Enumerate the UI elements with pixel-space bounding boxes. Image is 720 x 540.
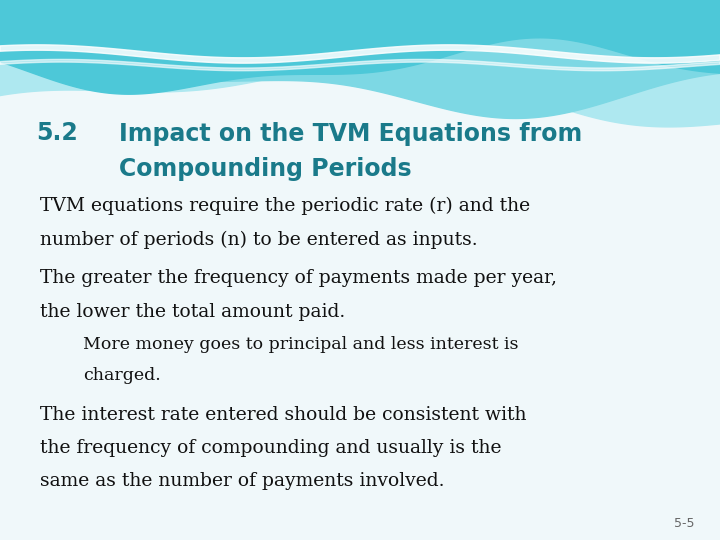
Text: 5.2: 5.2 xyxy=(36,122,78,145)
Text: TVM equations require the periodic rate (r) and the: TVM equations require the periodic rate … xyxy=(40,197,530,215)
Text: same as the number of payments involved.: same as the number of payments involved. xyxy=(40,472,444,490)
Text: Compounding Periods: Compounding Periods xyxy=(119,157,411,180)
Text: charged.: charged. xyxy=(83,367,161,383)
Text: the frequency of compounding and usually is the: the frequency of compounding and usually… xyxy=(40,439,501,457)
Text: Impact on the TVM Equations from: Impact on the TVM Equations from xyxy=(119,122,582,145)
Text: More money goes to principal and less interest is: More money goes to principal and less in… xyxy=(83,336,518,353)
Text: 5-5: 5-5 xyxy=(675,517,695,530)
Text: number of periods (n) to be entered as inputs.: number of periods (n) to be entered as i… xyxy=(40,231,477,249)
Text: The interest rate entered should be consistent with: The interest rate entered should be cons… xyxy=(40,406,526,423)
Text: The greater the frequency of payments made per year,: The greater the frequency of payments ma… xyxy=(40,269,557,287)
Text: the lower the total amount paid.: the lower the total amount paid. xyxy=(40,303,345,321)
